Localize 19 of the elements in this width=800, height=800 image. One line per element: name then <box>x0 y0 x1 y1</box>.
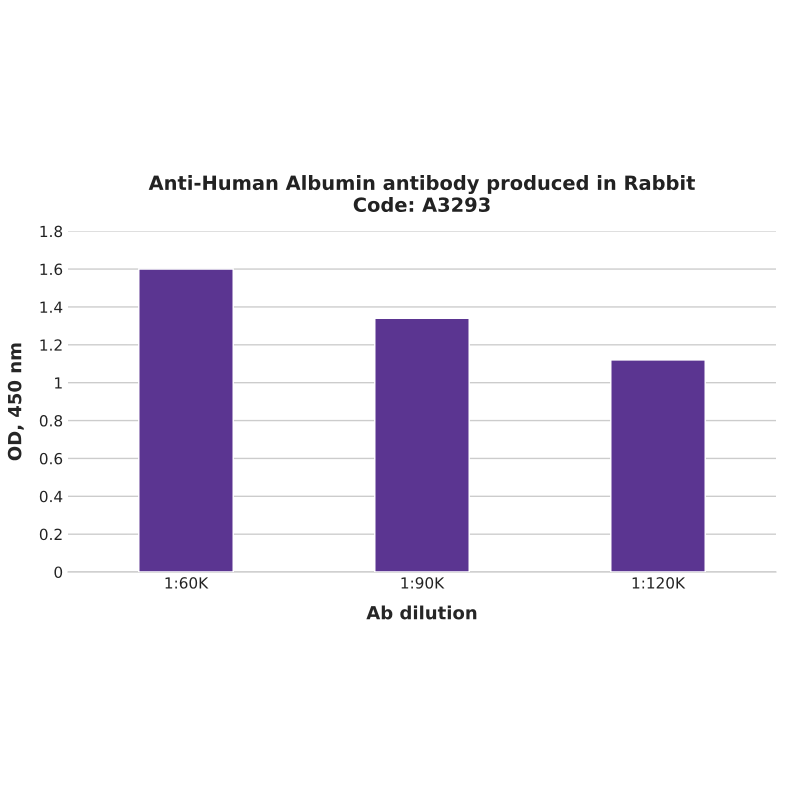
y-tick-label: 1 <box>55 377 62 388</box>
y-tick-label: 0.8 <box>40 415 62 427</box>
y-tick-label: 0.4 <box>40 490 62 502</box>
bar <box>138 268 234 572</box>
x-axis-title: Ab dilution <box>366 606 476 620</box>
y-tick-label: 0 <box>54 566 62 578</box>
x-tick-label: 1:90K <box>402 577 444 589</box>
y-tick-label: 0.2 <box>40 528 62 540</box>
bar <box>374 318 470 572</box>
y-tick-label: 0.6 <box>40 452 62 464</box>
x-tick-label: 1:120K <box>632 577 686 589</box>
y-tick-label: 1.2 <box>40 339 62 351</box>
chart-title: Anti-Human Albumin antibody produced in Rabbit Code: A3293 <box>148 175 695 212</box>
y-tick-label: 1.4 <box>40 302 62 313</box>
y-axis-title: OD, 450 nm <box>8 343 24 460</box>
x-tick-label: 1:60K <box>166 577 208 589</box>
bar <box>610 359 706 572</box>
y-tick-label: 1.8 <box>40 226 62 238</box>
y-tick-label: 1.6 <box>40 264 62 276</box>
